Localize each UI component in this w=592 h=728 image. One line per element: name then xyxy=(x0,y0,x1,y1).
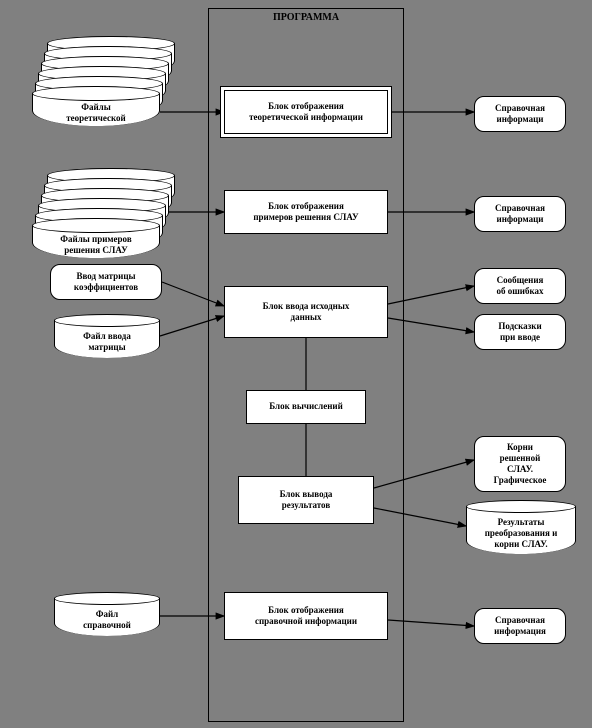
output-rrect: Подсказки при вводе xyxy=(474,314,566,350)
cylinder-stack-front: Файлы теоретической xyxy=(32,86,160,126)
output-rrect: Корни решенной СЛАУ. Графическое xyxy=(474,436,566,492)
output-rrect: Справочная информаци xyxy=(474,96,566,132)
output-rrect: Справочная информация xyxy=(474,608,566,644)
cylinder-top xyxy=(54,592,160,605)
program-title: ПРОГРАММА xyxy=(208,12,404,23)
cylinder: Файл ввода матрицы xyxy=(54,314,160,358)
input-rrect: Ввод матрицы коэффициентов xyxy=(50,264,162,300)
process-block: Блок ввода исходных данных xyxy=(224,286,388,338)
cylinder-top xyxy=(54,314,160,327)
process-block: Блок вычислений xyxy=(246,390,366,424)
cylinder-body: Результаты преобразования и корни СЛАУ. xyxy=(466,507,576,554)
process-block: Блок отображения примеров решения СЛАУ xyxy=(224,190,388,234)
process-block: Блок вывода результатов xyxy=(238,476,374,524)
process-block: Блок отображения справочной информации xyxy=(224,592,388,640)
output-cylinder: Результаты преобразования и корни СЛАУ. xyxy=(466,500,576,554)
process-block: Блок отображения теоретической информаци… xyxy=(224,90,388,134)
output-rrect: Сообщения об ошибках xyxy=(474,268,566,304)
cylinder: Файл справочной xyxy=(54,592,160,636)
diagram-canvas: ПРОГРАММА Блок отображения теоретической… xyxy=(0,0,592,728)
cylinder-stack-front: Файлы примеров решения СЛАУ xyxy=(32,218,160,258)
output-rrect: Справочная информаци xyxy=(474,196,566,232)
